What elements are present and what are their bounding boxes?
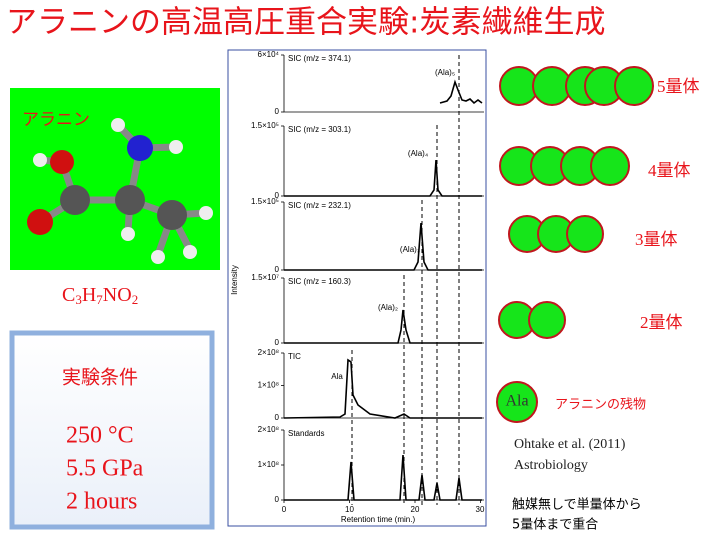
oligomer-label: 5量体: [657, 77, 700, 96]
title: アラニンの高温高圧重合実験:炭素繊維生成: [6, 5, 605, 41]
x-tick-label: 10: [345, 505, 354, 514]
y-tick-label: 0: [275, 338, 280, 347]
y-tick-label: 0: [275, 107, 280, 116]
peak-label: (Ala)₃: [400, 245, 420, 254]
y-tick-label: 0: [275, 191, 280, 200]
x-tick-label: 20: [411, 505, 420, 514]
note: 5量体まで重合: [512, 517, 598, 533]
y-tick-label: 1.5×10⁵: [251, 197, 279, 206]
citation: Ohtake et al. (2011): [514, 437, 626, 452]
note: 触媒無しで単量体から: [512, 497, 642, 513]
oligomer-label: 2量体: [640, 313, 683, 332]
molecule-name: アラニン: [22, 110, 90, 130]
citation: Astrobiology: [514, 458, 588, 473]
y-tick-label: 2×10⁸: [258, 425, 279, 434]
x-tick-label: 0: [282, 505, 287, 514]
y-tick-label: 1.5×10⁷: [251, 273, 279, 282]
y-axis-title: Intensity: [230, 265, 239, 295]
panel-label: SIC (m/z = 374.1): [288, 54, 351, 63]
x-axis-title: Retention time (min.): [341, 515, 416, 524]
panel-label: Standards: [288, 429, 324, 438]
y-tick-label: 6×10⁴: [258, 50, 280, 59]
monomer-label: アラニンの残物: [555, 398, 646, 413]
y-tick-label: 0: [275, 495, 280, 504]
y-tick-label: 0: [275, 265, 280, 274]
y-tick-label: 2×10⁸: [258, 348, 279, 357]
oligomer-circles: [496, 66, 654, 423]
panel-label: SIC (m/z = 232.1): [288, 201, 351, 210]
oligomer-label: 4量体: [648, 161, 691, 180]
peak-label: (Ala)₄: [408, 149, 428, 158]
traces: [283, 79, 483, 501]
peak-label: (Ala)₂: [378, 303, 398, 312]
monomer-symbol: Ala: [505, 393, 528, 410]
y-tick-label: 1×10⁸: [258, 381, 279, 390]
y-tick-label: 1×10⁸: [258, 460, 279, 469]
condition: 250 °C: [66, 423, 134, 449]
formula: C3H7NO2: [62, 284, 138, 307]
condition: 2 hours: [66, 489, 137, 515]
y-tick-label: 1.5×10⁵: [251, 121, 279, 130]
conditions-box: [9, 330, 215, 530]
dashed-lines: [351, 55, 460, 505]
chromatogram-figure: Intensity Retention time (min.) SIC (m/z…: [227, 49, 487, 527]
atoms: [27, 118, 213, 264]
panel-label: SIC (m/z = 160.3): [288, 277, 351, 286]
peak-label: Ala: [331, 372, 343, 381]
panel-label: TIC: [288, 352, 301, 361]
y-tick-label: 0: [275, 413, 280, 422]
panel-label: SIC (m/z = 303.1): [288, 125, 351, 134]
condition: 5.5 GPa: [66, 456, 144, 482]
peak-label: (Ala)₅: [435, 68, 455, 77]
oligomer-label: 3量体: [635, 230, 678, 249]
x-tick-label: 30: [476, 505, 485, 514]
conditions-heading: 実験条件: [62, 367, 138, 389]
